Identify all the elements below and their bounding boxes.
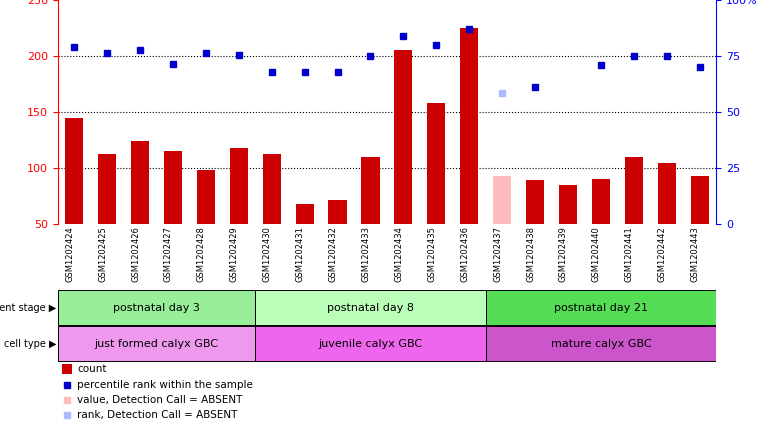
Bar [526,181,544,224]
Text: GSM1202440: GSM1202440 [592,226,601,282]
Bar [98,154,116,224]
Text: GSM1202425: GSM1202425 [98,226,107,282]
Bar [486,327,716,361]
Text: GSM1202439: GSM1202439 [559,226,568,282]
Text: GSM1202442: GSM1202442 [658,226,667,282]
Text: GSM1202427: GSM1202427 [164,226,173,282]
Text: GSM1202428: GSM1202428 [197,226,206,282]
Text: GSM1202436: GSM1202436 [460,226,469,282]
Bar [263,154,281,224]
Bar [256,291,486,325]
Bar [658,162,676,224]
Bar [164,151,182,224]
Text: postnatal day 3: postnatal day 3 [113,303,200,313]
Bar [229,148,248,224]
Bar [65,118,83,224]
Bar [427,103,445,224]
Bar [361,157,380,224]
Bar [394,50,413,224]
Text: count: count [77,364,106,374]
Text: GSM1202435: GSM1202435 [427,226,437,282]
Bar [486,291,716,325]
Bar [624,157,643,224]
Text: GSM1202431: GSM1202431 [296,226,305,282]
Text: GSM1202434: GSM1202434 [394,226,403,282]
Bar [256,327,486,361]
Bar [592,179,610,224]
Bar [58,327,256,361]
Bar [329,200,347,224]
Text: GSM1202441: GSM1202441 [624,226,634,282]
Text: percentile rank within the sample: percentile rank within the sample [77,380,253,390]
Text: GSM1202432: GSM1202432 [329,226,337,282]
Text: GSM1202430: GSM1202430 [263,226,272,282]
Bar [58,291,256,325]
Text: GSM1202424: GSM1202424 [65,226,74,282]
Bar [197,170,215,224]
Text: GSM1202443: GSM1202443 [691,226,700,282]
Text: cell type ▶: cell type ▶ [4,339,56,349]
Bar [691,176,708,224]
Text: postnatal day 21: postnatal day 21 [554,303,648,313]
Bar [131,141,149,224]
Text: just formed calyx GBC: just formed calyx GBC [95,339,219,349]
Bar [296,204,313,224]
Text: GSM1202429: GSM1202429 [229,226,239,282]
Text: GSM1202433: GSM1202433 [361,226,370,282]
Text: value, Detection Call = ABSENT: value, Detection Call = ABSENT [77,395,243,405]
Text: postnatal day 8: postnatal day 8 [327,303,414,313]
Text: GSM1202426: GSM1202426 [131,226,140,282]
Bar [559,185,577,224]
Text: rank, Detection Call = ABSENT: rank, Detection Call = ABSENT [77,410,237,420]
Bar [460,28,478,224]
Bar [493,176,511,224]
Text: mature calyx GBC: mature calyx GBC [551,339,651,349]
Text: GSM1202437: GSM1202437 [493,226,502,282]
Text: GSM1202438: GSM1202438 [526,226,535,282]
Bar [62,365,72,374]
Text: juvenile calyx GBC: juvenile calyx GBC [319,339,423,349]
Text: development stage ▶: development stage ▶ [0,303,56,313]
